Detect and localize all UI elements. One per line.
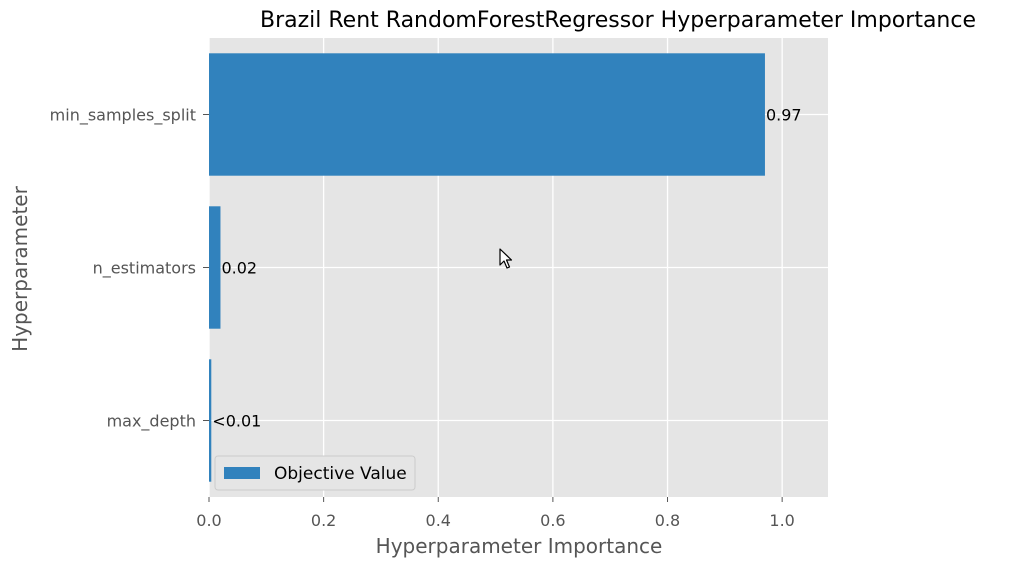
legend-frame (214, 455, 416, 491)
y-tick-label: max_depth (107, 412, 196, 432)
y-axis-label: Hyperparameter (8, 185, 32, 351)
x-tick-label: 0.6 (540, 511, 565, 530)
x-tick-label: 1.0 (769, 511, 794, 530)
y-axis-ticks: min_samples_split n_estimators max_depth (50, 106, 209, 432)
legend: Objective Value (214, 455, 416, 491)
bar-value-labels: 0.97 0.02 <0.01 (212, 106, 801, 431)
x-axis-label: Hyperparameter Importance (376, 534, 663, 558)
x-tick-label: 0.4 (426, 511, 451, 530)
bar-value-label: 0.02 (221, 259, 257, 278)
chart-title: Brazil Rent RandomForestRegressor Hyperp… (260, 8, 976, 33)
bar-max_depth (209, 359, 212, 482)
bar-min_samples_split (209, 53, 765, 176)
bar-value-label: 0.97 (766, 106, 802, 125)
x-tick-label: 0.0 (196, 511, 221, 530)
mouse-cursor-icon (499, 248, 513, 269)
bar-value-label: <0.01 (212, 412, 261, 431)
y-tick-label: min_samples_split (50, 106, 196, 126)
bar-n_estimators (209, 206, 221, 329)
x-tick-label: 0.8 (655, 511, 680, 530)
x-axis-ticks: 0.0 0.2 0.4 0.6 0.8 1.0 (196, 497, 795, 530)
x-tick-label: 0.2 (311, 511, 336, 530)
legend-label: Objective Value (274, 464, 407, 484)
legend-swatch (224, 467, 260, 479)
y-tick-label: n_estimators (93, 259, 196, 279)
bars (209, 53, 765, 482)
